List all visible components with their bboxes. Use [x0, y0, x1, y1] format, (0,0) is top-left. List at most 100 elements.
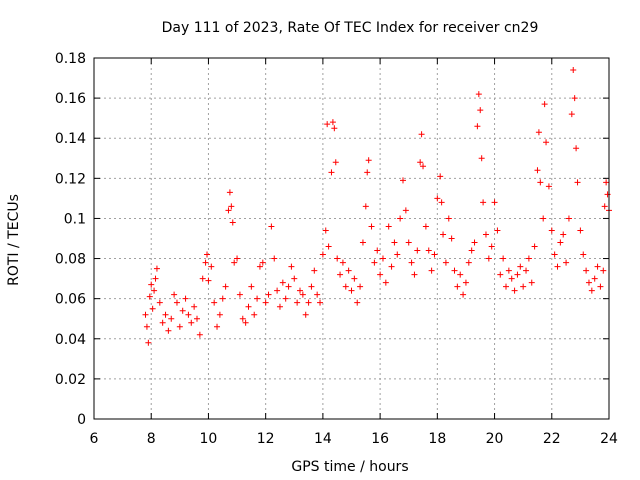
data-point: [545, 183, 552, 190]
data-point: [601, 203, 608, 210]
y-tick-label: 0.14: [55, 131, 86, 147]
data-point: [475, 91, 482, 98]
data-point: [594, 263, 601, 270]
data-point: [159, 319, 166, 326]
data-point: [254, 295, 261, 302]
data-point: [422, 223, 429, 230]
y-axis-label: ROTI / TECUs: [6, 194, 22, 286]
data-point: [176, 323, 183, 330]
data-point: [185, 311, 192, 318]
data-point: [438, 199, 445, 206]
data-point: [359, 239, 366, 246]
data-point: [568, 111, 575, 118]
data-point: [400, 177, 406, 184]
data-point: [288, 263, 295, 270]
data-point: [588, 287, 595, 294]
data-point: [305, 299, 312, 306]
data-point: [196, 331, 203, 338]
data-point: [537, 179, 544, 186]
data-point: [268, 223, 275, 230]
x-tick-label: 16: [371, 431, 389, 447]
points-layer: [142, 67, 612, 346]
data-point: [354, 299, 361, 306]
data-point: [245, 303, 252, 310]
data-point: [417, 159, 424, 166]
data-point: [208, 263, 215, 270]
data-point: [259, 259, 266, 266]
data-point: [603, 179, 610, 186]
data-point: [434, 195, 441, 202]
data-point: [534, 167, 541, 174]
data-point: [156, 299, 163, 306]
data-point: [462, 279, 469, 286]
data-point: [219, 295, 226, 302]
data-point: [511, 287, 518, 294]
y-tick-label: 0.18: [55, 51, 86, 67]
data-point: [229, 219, 236, 226]
data-point: [583, 267, 590, 274]
data-point: [600, 267, 607, 274]
data-point: [294, 299, 301, 306]
data-point: [332, 159, 339, 166]
y-tick-label: 0.16: [55, 91, 86, 107]
data-point: [226, 189, 233, 196]
data-point: [242, 319, 249, 326]
data-point: [334, 255, 341, 262]
data-point: [248, 283, 255, 290]
data-point: [314, 291, 321, 298]
data-point: [311, 267, 318, 274]
data-point: [580, 251, 587, 258]
data-point: [402, 207, 409, 214]
data-point: [151, 287, 158, 294]
data-point: [460, 291, 467, 298]
data-point: [228, 203, 235, 210]
data-point: [362, 203, 369, 210]
data-point: [420, 163, 427, 170]
data-point: [291, 275, 298, 282]
data-point: [604, 191, 611, 198]
data-point: [236, 291, 243, 298]
data-point: [454, 283, 461, 290]
y-tick-label: 0: [77, 412, 86, 428]
data-point: [491, 199, 498, 206]
data-point: [500, 255, 507, 262]
data-point: [251, 311, 258, 318]
data-point: [541, 101, 548, 108]
data-point: [591, 275, 598, 282]
data-point: [543, 139, 550, 146]
data-point: [517, 263, 524, 270]
x-tick-label: 24: [600, 431, 618, 447]
data-point: [153, 265, 160, 272]
data-point: [560, 231, 567, 238]
y-tick-label: 0.12: [55, 171, 86, 187]
data-point: [428, 267, 435, 274]
data-point: [142, 311, 149, 318]
data-point: [557, 239, 564, 246]
data-point: [523, 267, 530, 274]
data-point: [205, 277, 212, 284]
data-point: [445, 215, 452, 222]
data-point: [204, 251, 211, 258]
data-point: [194, 315, 200, 322]
data-point: [234, 255, 241, 262]
data-point: [302, 311, 309, 318]
data-point: [574, 179, 581, 186]
data-point: [225, 207, 232, 214]
data-point: [597, 283, 604, 290]
data-point: [199, 275, 206, 282]
data-point: [329, 119, 336, 126]
data-point: [573, 145, 580, 152]
data-point: [394, 251, 401, 258]
data-point: [425, 247, 432, 254]
data-point: [368, 223, 375, 230]
data-point: [285, 283, 292, 290]
data-point: [324, 121, 331, 128]
data-point: [371, 259, 378, 266]
y-tick-label: 0.06: [55, 292, 86, 308]
data-point: [364, 169, 371, 176]
data-point: [345, 267, 352, 274]
data-point: [339, 259, 346, 266]
data-point: [222, 283, 229, 290]
x-tick-label: 14: [314, 431, 332, 447]
